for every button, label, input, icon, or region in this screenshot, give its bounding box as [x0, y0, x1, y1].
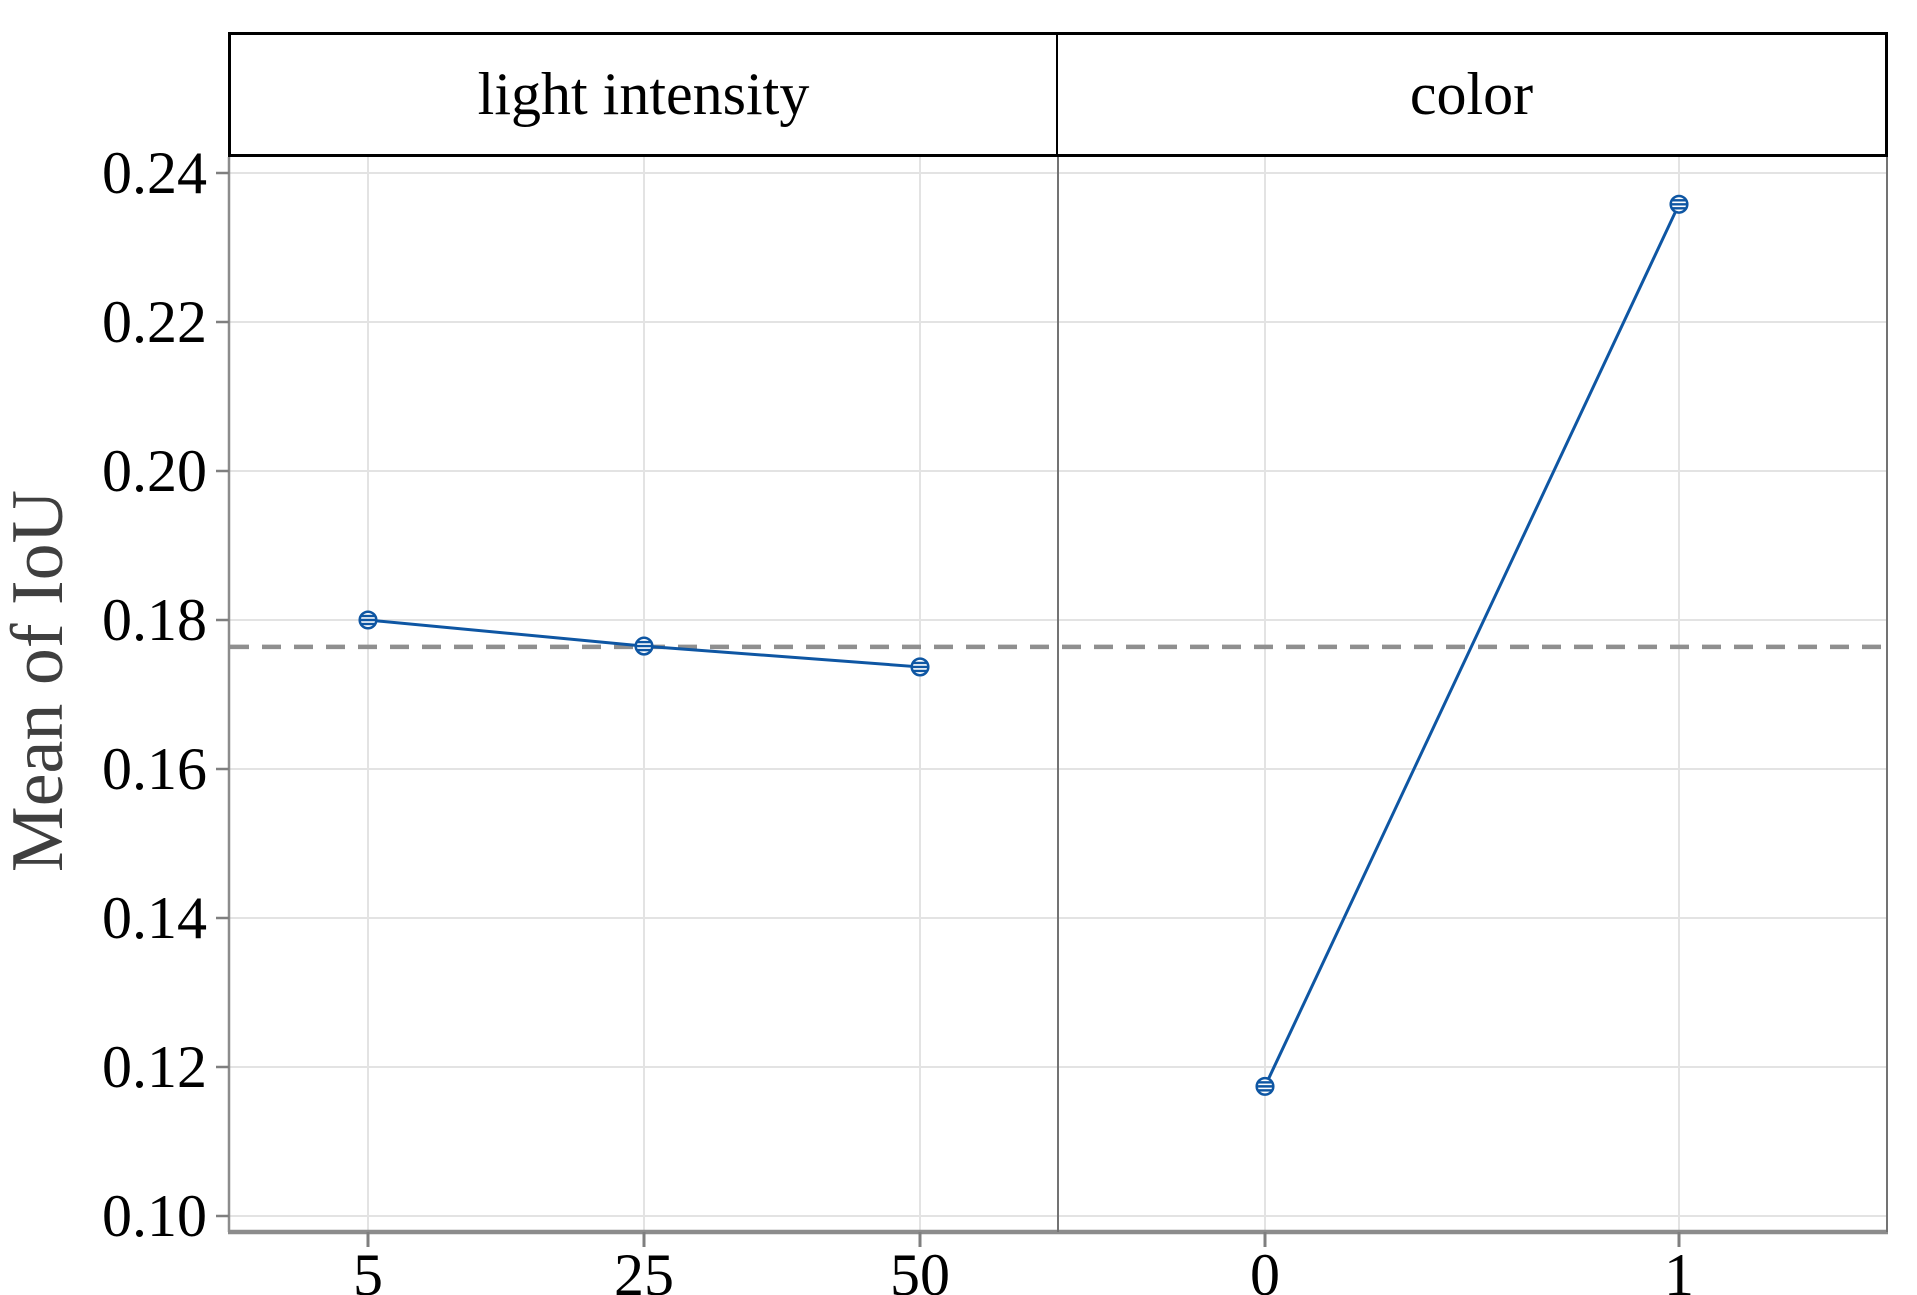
- y-tick-label-0.10: 0.10: [102, 1183, 207, 1249]
- panel-header-row: light intensity color: [228, 32, 1888, 157]
- y-tick-label-0.22: 0.22: [102, 289, 207, 355]
- data-point-marker-25: [634, 636, 654, 656]
- data-point-marker-50: [910, 657, 930, 677]
- x-tick-label-0: 0: [1250, 1242, 1280, 1295]
- panel-header-light-intensity: light intensity: [231, 35, 1058, 154]
- y-tick-label-0.12: 0.12: [102, 1034, 207, 1100]
- x-tick-label-50: 50: [890, 1242, 950, 1295]
- x-tick-label-25: 25: [614, 1242, 674, 1295]
- y-tick-label-0.18: 0.18: [102, 587, 207, 653]
- data-point-marker-1: [1669, 194, 1689, 214]
- y-tick-label-0.24: 0.24: [102, 140, 207, 206]
- tick-marks: [216, 171, 1681, 1247]
- panel-header-color: color: [1409, 61, 1534, 127]
- y-tick-label-0.20: 0.20: [102, 438, 207, 504]
- series-line-color: [1263, 203, 1681, 1088]
- x-tick-label-5: 5: [353, 1242, 383, 1295]
- y-tick-label-0.14: 0.14: [102, 885, 207, 951]
- data-point-marker-0: [1255, 1076, 1275, 1096]
- y-tick-label-0.16: 0.16: [102, 736, 207, 802]
- data-point-marker-5: [358, 610, 378, 630]
- x-tick-label-1: 1: [1664, 1242, 1694, 1295]
